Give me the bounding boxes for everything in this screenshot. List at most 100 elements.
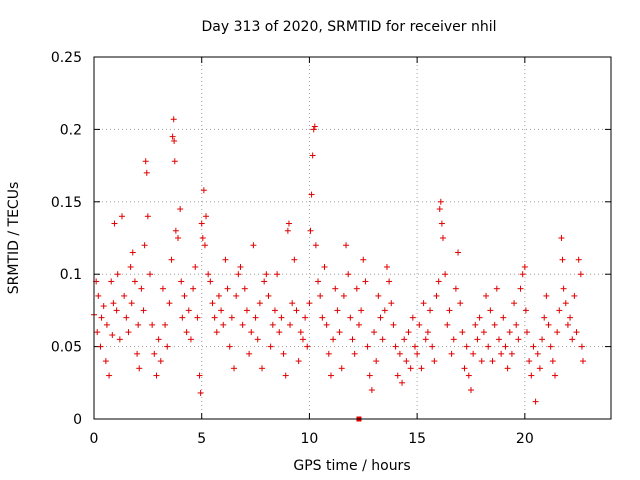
data-point	[265, 292, 272, 299]
data-point	[199, 235, 206, 241]
data-point	[351, 350, 358, 357]
data-point	[491, 321, 498, 328]
x-tick-label: 20	[516, 431, 534, 447]
data-point	[368, 387, 375, 394]
data-point	[307, 227, 314, 234]
data-point	[435, 278, 442, 285]
data-point	[478, 358, 485, 365]
data-point	[457, 300, 464, 307]
y-tick-label: 0.25	[51, 50, 82, 66]
data-point	[259, 365, 266, 372]
data-point	[424, 329, 431, 336]
data-point	[147, 271, 154, 278]
data-point	[250, 242, 257, 249]
data-point	[178, 278, 185, 285]
data-point	[177, 206, 184, 213]
data-point	[271, 307, 278, 314]
data-point	[564, 321, 571, 328]
data-point	[349, 336, 356, 343]
data-point	[228, 314, 235, 321]
data-point	[110, 300, 117, 307]
data-point	[536, 365, 543, 372]
data-point	[309, 152, 316, 159]
data-point	[575, 256, 582, 263]
y-tick-label: 0	[73, 412, 82, 428]
data-points	[91, 116, 586, 422]
data-point	[116, 336, 123, 343]
data-point	[310, 126, 317, 133]
data-point	[470, 350, 477, 357]
data-point	[418, 365, 425, 372]
y-tick-label: 0.2	[60, 122, 82, 138]
data-point	[192, 263, 199, 270]
data-point	[207, 278, 214, 285]
data-point	[280, 350, 287, 357]
data-point	[211, 314, 218, 321]
chart-title: Day 313 of 2020, SRMTID for receiver nhi…	[202, 19, 497, 35]
data-point	[321, 263, 328, 270]
data-point	[577, 271, 584, 278]
data-point	[340, 292, 347, 299]
data-point	[438, 220, 445, 227]
data-point	[483, 292, 490, 299]
data-point	[304, 343, 311, 350]
x-axis-label: GPS time / hours	[293, 458, 410, 474]
data-point	[521, 263, 528, 270]
data-point	[215, 292, 222, 299]
data-point	[239, 321, 246, 328]
data-point	[243, 307, 250, 314]
data-point	[111, 220, 118, 227]
data-point	[196, 372, 203, 379]
data-point	[157, 358, 164, 365]
data-point	[506, 329, 513, 336]
data-point	[185, 307, 192, 314]
data-point	[159, 285, 166, 292]
data-point	[511, 300, 518, 307]
data-point	[446, 307, 453, 314]
data-point	[140, 307, 147, 314]
data-point	[467, 387, 474, 394]
data-point	[579, 358, 586, 365]
grid-lines	[94, 57, 611, 419]
data-point	[143, 169, 150, 176]
data-point	[386, 278, 393, 285]
data-point	[396, 350, 403, 357]
data-point	[94, 329, 101, 336]
data-point	[102, 358, 109, 365]
data-point	[360, 256, 367, 263]
data-point	[175, 235, 182, 241]
data-point	[554, 329, 561, 336]
data-point	[463, 343, 470, 350]
data-point	[429, 343, 436, 350]
data-point	[121, 292, 128, 299]
data-point	[355, 321, 362, 328]
data-point	[431, 358, 438, 365]
data-point	[98, 314, 105, 321]
data-point	[528, 372, 535, 379]
data-point	[172, 227, 179, 234]
data-point	[573, 329, 580, 336]
data-point	[523, 329, 530, 336]
data-point	[267, 343, 274, 350]
data-point	[559, 256, 566, 263]
data-point	[556, 307, 563, 314]
data-point	[500, 314, 507, 321]
data-point	[209, 300, 216, 307]
data-point	[366, 372, 373, 379]
data-point	[289, 300, 296, 307]
data-point	[226, 343, 233, 350]
data-point	[237, 263, 244, 270]
data-point	[487, 307, 494, 314]
data-point	[522, 307, 529, 314]
data-point	[235, 271, 242, 278]
y-tick-labels: 0 0.05 0.1 0.15 0.2 0.25	[51, 50, 82, 428]
data-point	[371, 329, 378, 336]
data-point	[437, 198, 444, 205]
data-point	[373, 358, 380, 365]
data-point	[422, 336, 429, 343]
data-point	[562, 300, 569, 307]
data-point	[390, 321, 397, 328]
data-point	[285, 220, 292, 227]
data-point	[571, 292, 578, 299]
data-point	[448, 350, 455, 357]
